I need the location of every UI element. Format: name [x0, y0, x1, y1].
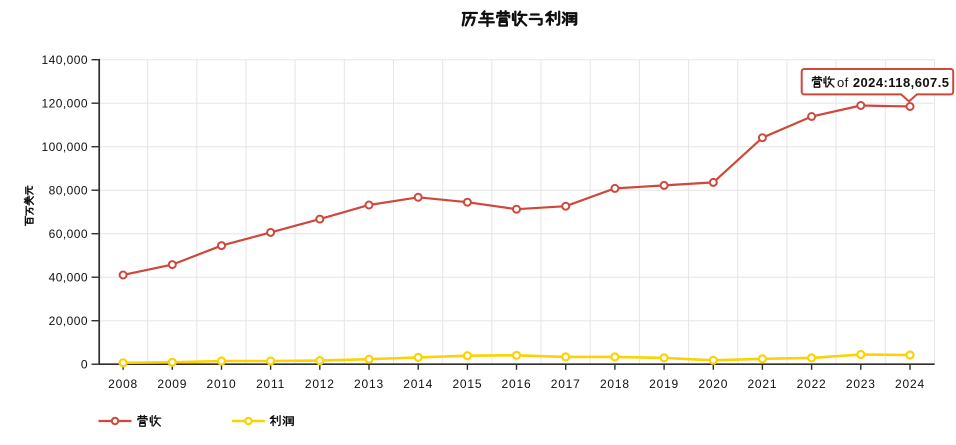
svg-text:20,000: 20,000	[49, 314, 88, 328]
svg-text:2015: 2015	[452, 377, 482, 391]
svg-text:2020: 2020	[698, 377, 728, 391]
svg-text:2012: 2012	[305, 377, 335, 391]
svg-text:2011: 2011	[256, 377, 285, 391]
svg-text:2013: 2013	[354, 377, 384, 391]
svg-text:0: 0	[81, 357, 88, 371]
svg-text:of 2024:118,607.5: of 2024:118,607.5	[837, 75, 949, 90]
svg-text:140,000: 140,000	[41, 53, 88, 67]
svg-text:2010: 2010	[207, 377, 237, 391]
svg-text:2023: 2023	[846, 377, 876, 391]
svg-text:60,000: 60,000	[49, 227, 88, 241]
svg-text:2021: 2021	[747, 377, 777, 391]
svg-text:2008: 2008	[108, 377, 138, 391]
svg-text:2018: 2018	[600, 377, 630, 391]
svg-text:2009: 2009	[157, 377, 187, 391]
svg-text:120,000: 120,000	[41, 96, 88, 110]
svg-text:2017: 2017	[551, 377, 581, 391]
svg-text:2019: 2019	[649, 377, 679, 391]
svg-text:100,000: 100,000	[41, 140, 88, 154]
svg-text:2024: 2024	[895, 377, 925, 391]
svg-text:2014: 2014	[403, 377, 433, 391]
svg-text:2022: 2022	[797, 377, 827, 391]
svg-text:80,000: 80,000	[49, 183, 88, 197]
svg-text:2016: 2016	[502, 377, 532, 391]
svg-text:40,000: 40,000	[49, 270, 88, 284]
